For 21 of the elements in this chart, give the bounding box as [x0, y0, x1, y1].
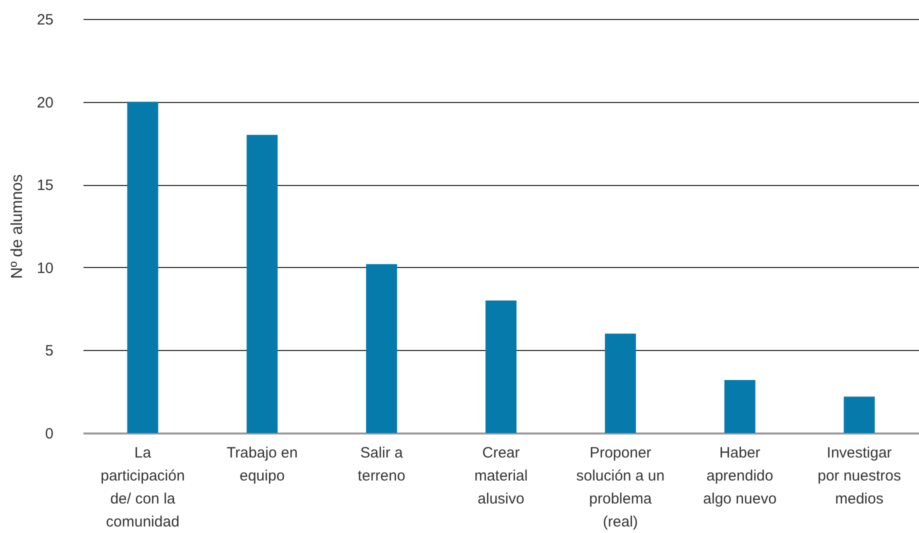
- x-tick-label: Salir a terreno: [358, 444, 406, 484]
- x-tick-label: Trabajo en equipo: [226, 444, 298, 484]
- x-tick-label: La participación de/ con la comunidad: [100, 444, 185, 530]
- y-tick-label: 5: [45, 342, 54, 360]
- y-tick-label: 10: [36, 260, 54, 277]
- x-tick-label: Investigar por nuestros medios: [818, 444, 901, 508]
- y-tick-label: 25: [36, 12, 54, 28]
- x-tick-label: Proponer solución a un problema (real): [576, 444, 665, 530]
- bar: [366, 264, 398, 433]
- bar: [724, 380, 756, 433]
- bar: [246, 134, 278, 433]
- y-tick-label: 15: [36, 177, 54, 194]
- y-tick-label: 0: [45, 426, 54, 442]
- bar: [486, 300, 516, 433]
- y-axis-title: Nº de alumnos: [8, 174, 26, 279]
- bar: [127, 102, 158, 433]
- bar: [844, 396, 875, 433]
- x-tick-label: Crear material alusivo: [474, 444, 528, 508]
- y-tick-label: 20: [36, 94, 54, 112]
- bar: [604, 334, 636, 433]
- x-tick-label: Haber aprendido algo nuevo: [703, 444, 777, 508]
